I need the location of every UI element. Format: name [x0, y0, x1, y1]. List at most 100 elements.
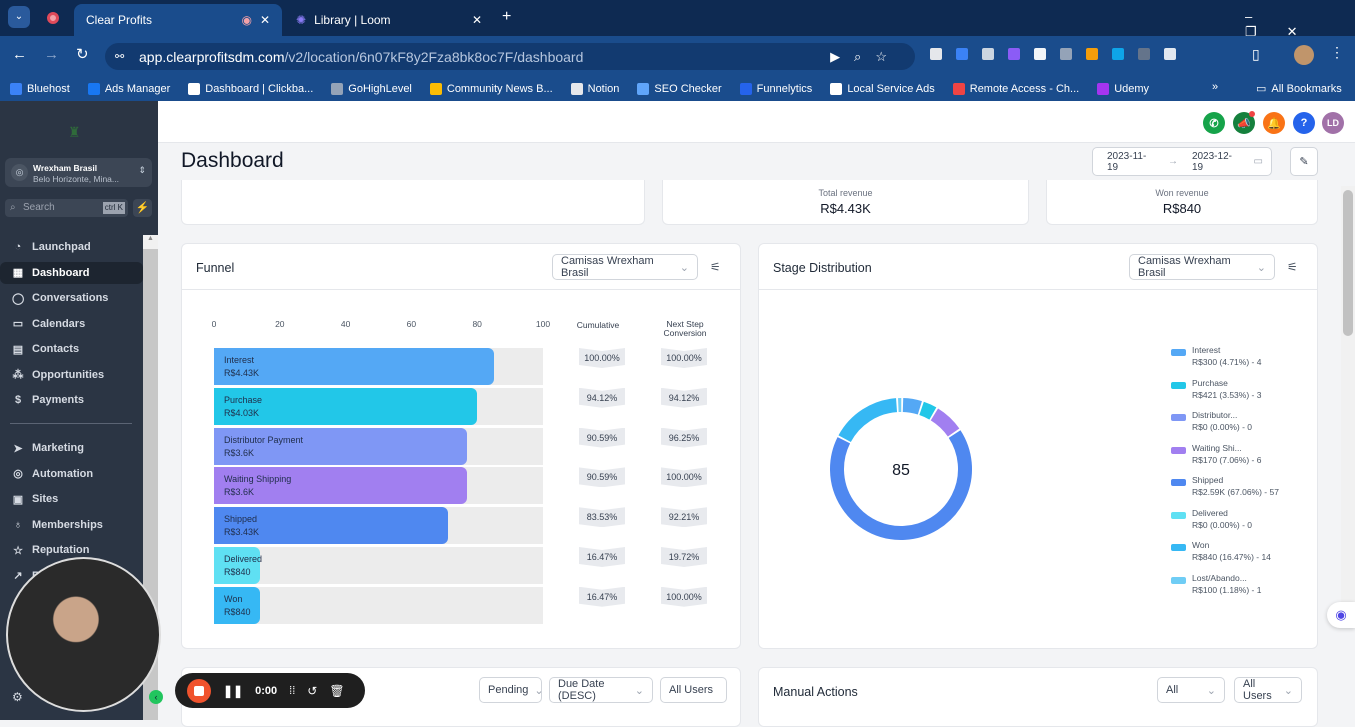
extension-icon[interactable]	[1112, 48, 1124, 60]
tab-clear-profits[interactable]: Clear Profits ◉ ✕	[74, 4, 282, 36]
trash-icon[interactable]: 🗑	[329, 684, 344, 698]
status-value: Pending	[488, 684, 528, 696]
reload-button[interactable]: ↻	[76, 45, 89, 63]
sidebar-item-conversations[interactable]: ◯Conversations	[10, 287, 142, 309]
extension-icon[interactable]	[1060, 48, 1072, 60]
extension-icon[interactable]	[956, 48, 968, 60]
legend-item[interactable]: Waiting Shi...R$170 (7.06%) - 6	[1171, 442, 1261, 466]
sidebar-item-automation[interactable]: ◎Automation	[10, 463, 142, 485]
webcam-bubble[interactable]	[6, 557, 161, 712]
url-input[interactable]: ⚯ app.clearprofitsdm.com/v2/location/6n0…	[105, 43, 915, 70]
legend-item[interactable]: Lost/Abando...R$100 (1.18%) - 1	[1171, 572, 1261, 596]
draw-tool-icon[interactable]: ⁞⁞	[289, 685, 295, 697]
pipeline-select[interactable]: Camisas Wrexham Brasil⌄	[552, 254, 698, 280]
extension-icon[interactable]	[1034, 48, 1046, 60]
legend-item[interactable]: Distributor...R$0 (0.00%) - 0	[1171, 409, 1252, 433]
help-icon[interactable]: ?	[1293, 112, 1315, 134]
extensions-puzzle-icon[interactable]	[1164, 48, 1176, 60]
page-scrollbar[interactable]	[1341, 186, 1355, 616]
bookmark-item[interactable]: Funnelytics	[740, 83, 813, 95]
stop-recording-button[interactable]	[187, 679, 211, 703]
status-select[interactable]: Pending⌄	[479, 677, 542, 703]
bookmark-item[interactable]: Udemy	[1097, 83, 1149, 95]
bookmark-item[interactable]: Remote Access - Ch...	[953, 83, 1079, 95]
extension-icon[interactable]	[1138, 48, 1150, 60]
bookmark-item[interactable]: Bluehost	[10, 83, 70, 95]
sidebar-item-marketing[interactable]: ➤Marketing	[10, 437, 142, 459]
sidebar-item-sites[interactable]: ▣Sites	[10, 488, 142, 510]
bookmark-item[interactable]: Notion	[571, 83, 620, 95]
bookmark-item[interactable]: Local Service Ads	[830, 83, 934, 95]
search-input[interactable]: ⌕ Search ctrl K	[5, 199, 128, 217]
sidebar-item-memberships[interactable]: ♁Memberships	[10, 514, 142, 536]
close-tab-icon[interactable]: ✕	[472, 13, 482, 27]
filter-select[interactable]: All⌄	[1157, 677, 1225, 703]
users-select[interactable]: All Users	[660, 677, 727, 703]
extension-icon[interactable]	[930, 48, 942, 60]
close-tab-icon[interactable]: ✕	[260, 13, 270, 27]
donut-slice-shipped[interactable]	[837, 434, 965, 533]
date-range-picker[interactable]: 2023-11-19 → 2023-12-19 ▭	[1092, 147, 1272, 176]
all-bookmarks[interactable]: ▭All Bookmarks	[1256, 82, 1342, 95]
donut-slice-waiting-shi-[interactable]	[934, 414, 953, 432]
back-button[interactable]: ←	[12, 46, 27, 63]
sidebar-item-contacts[interactable]: ▤Contacts	[10, 338, 142, 360]
user-avatar[interactable]: LD	[1322, 112, 1344, 134]
bookmark-item[interactable]: Community News B...	[430, 83, 553, 95]
edit-dashboard-button[interactable]: ✎	[1290, 147, 1318, 176]
filter-settings-icon[interactable]: ⚟	[710, 260, 721, 274]
bookmark-item[interactable]: SEO Checker	[637, 83, 721, 95]
account-switcher[interactable]: ◎ Wrexham Brasil Belo Horizonte, Mina...…	[5, 158, 152, 187]
pipeline-select[interactable]: Camisas Wrexham Brasil⌄	[1129, 254, 1275, 280]
restart-icon[interactable]: ↺	[307, 684, 317, 698]
collapse-icon[interactable]: ‹	[149, 690, 163, 704]
url-actions[interactable]: ▶⌕☆	[830, 49, 901, 65]
profile-avatar[interactable]	[1294, 45, 1314, 65]
bookmark-label: GoHighLevel	[348, 83, 412, 95]
extension-icon[interactable]	[982, 48, 994, 60]
sidebar-item-opportunities[interactable]: ⁂Opportunities	[10, 364, 142, 386]
tab-search-button[interactable]: ⌄	[8, 6, 30, 28]
bell-icon[interactable]: 🔔	[1263, 112, 1285, 134]
phone-icon[interactable]: ✆	[1203, 112, 1225, 134]
tab-title: Library | Loom	[314, 13, 390, 27]
sidebar-item-dashboard[interactable]: ▦Dashboard	[0, 262, 143, 284]
menu-icon[interactable]: ⋮	[1330, 44, 1344, 61]
users-select[interactable]: All Users⌄	[1234, 677, 1302, 703]
new-tab-button[interactable]: +	[502, 8, 511, 26]
pause-button[interactable]: ❚❚	[223, 684, 243, 698]
sidebar-item-calendars[interactable]: ▭Calendars	[10, 313, 142, 335]
sidebar-toggle-icon[interactable]: ▯	[1252, 46, 1260, 63]
settings-icon[interactable]: ⚙	[12, 690, 23, 704]
chat-widget-button[interactable]: ◉	[1327, 602, 1355, 628]
site-info-icon[interactable]: ⚯	[115, 50, 124, 63]
sidebar-item-launchpad[interactable]: ◔Launchpad	[10, 236, 142, 258]
sort-select[interactable]: Due Date (DESC)⌄	[549, 677, 653, 703]
donut-slice-purchase[interactable]	[922, 408, 933, 413]
quick-actions-button[interactable]: ⚡	[133, 199, 152, 217]
donut-slice-interest[interactable]	[903, 405, 920, 408]
bookmark-item[interactable]: Ads Manager	[88, 83, 170, 95]
bookmark-item[interactable]: Dashboard | Clickba...	[188, 83, 313, 95]
bookmark-item[interactable]: GoHighLevel	[331, 83, 412, 95]
sidebar-item-payments[interactable]: $Payments	[10, 389, 142, 411]
forward-button[interactable]: →	[44, 46, 59, 63]
donut-slice-won[interactable]	[845, 405, 897, 439]
extension-icon[interactable]	[1086, 48, 1098, 60]
more-bookmarks-icon[interactable]: »	[1212, 81, 1218, 93]
tab-loom[interactable]: ✺ Library | Loom ✕	[284, 4, 494, 36]
filter-settings-icon[interactable]: ⚟	[1287, 260, 1298, 274]
extension-icon[interactable]	[1008, 48, 1020, 60]
